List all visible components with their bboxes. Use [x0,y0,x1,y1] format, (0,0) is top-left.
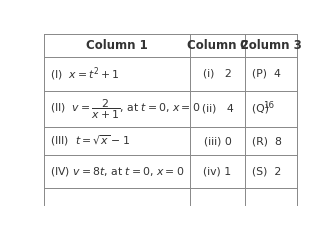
Text: (iii) 0: (iii) 0 [203,136,231,146]
Text: (III)  $t = \sqrt{x} - 1$: (III) $t = \sqrt{x} - 1$ [50,134,130,148]
Text: (ii)   4: (ii) 4 [201,104,233,114]
Text: (iv) 1: (iv) 1 [203,167,231,177]
Text: (S)  2: (S) 2 [252,167,281,177]
Text: (R)  8: (R) 8 [252,136,282,146]
Text: (P)  4: (P) 4 [252,69,281,79]
Text: (i)   2: (i) 2 [203,69,232,79]
Text: (II)  $v = \dfrac{2}{x+1}$, at $t = 0$, $x = 0$: (II) $v = \dfrac{2}{x+1}$, at $t = 0$, $… [50,97,200,121]
Text: (IV) $v = 8t$, at $t = 0$, $x = 0$: (IV) $v = 8t$, at $t = 0$, $x = 0$ [50,165,184,178]
Text: 16: 16 [262,101,274,110]
Text: Column 1: Column 1 [86,39,148,52]
Text: Column 2: Column 2 [186,39,248,52]
Text: (I)  $x = t^{2} + 1$: (I) $x = t^{2} + 1$ [50,65,120,83]
Text: (Q): (Q) [252,104,272,114]
Text: Column 3: Column 3 [240,39,302,52]
